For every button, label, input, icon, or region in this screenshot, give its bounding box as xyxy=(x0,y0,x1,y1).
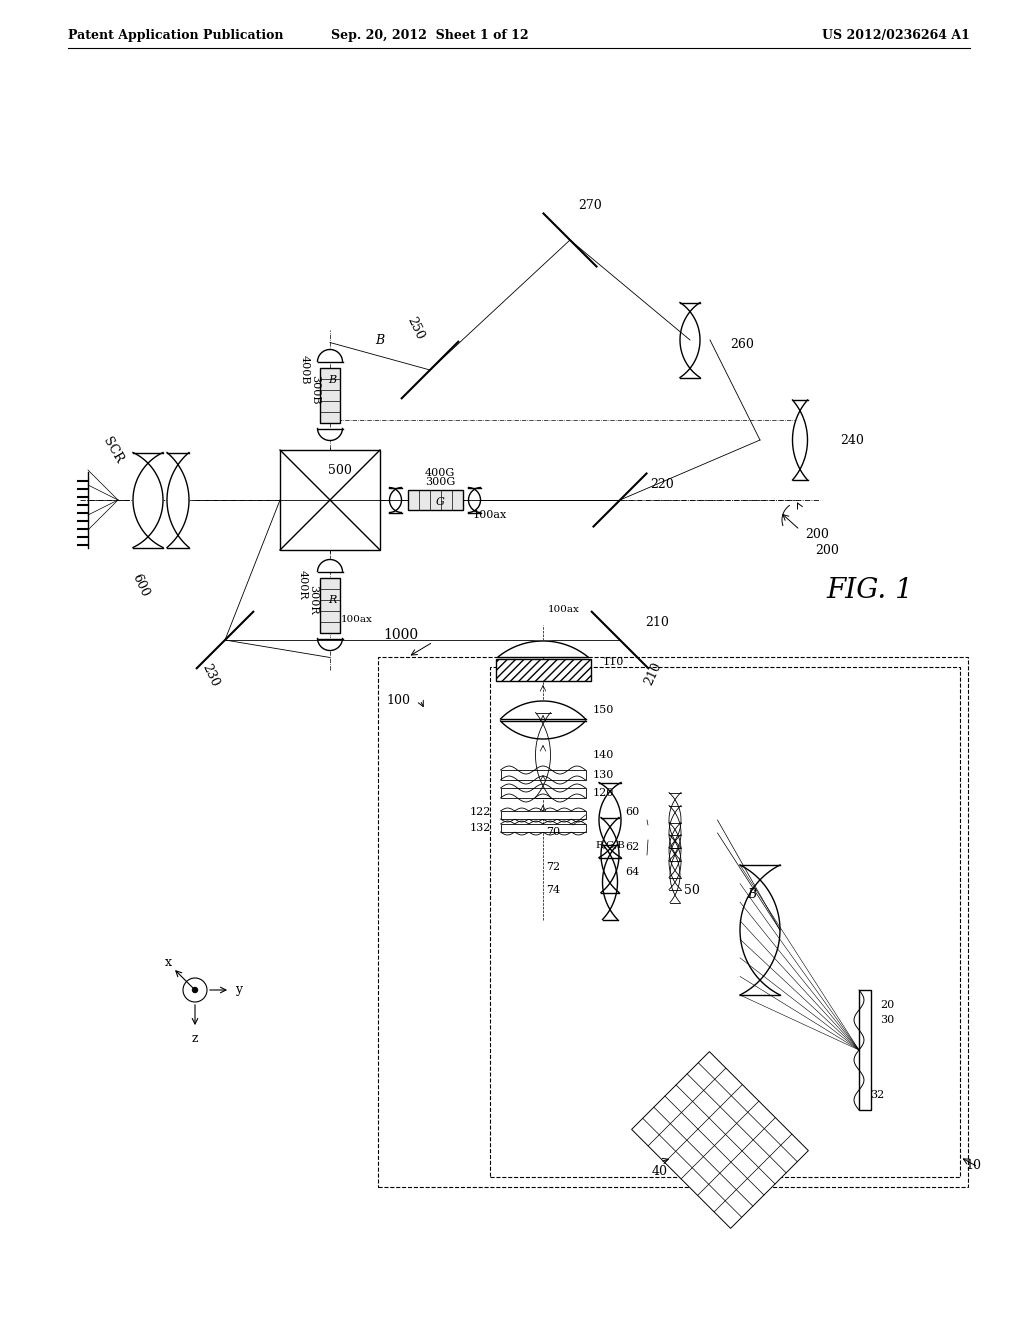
Text: 140: 140 xyxy=(593,750,614,760)
Bar xyxy=(501,770,586,780)
Polygon shape xyxy=(632,1052,808,1229)
Text: 100: 100 xyxy=(386,693,410,706)
Text: 200: 200 xyxy=(805,528,828,541)
Bar xyxy=(501,810,586,818)
Text: 122: 122 xyxy=(470,807,490,817)
Bar xyxy=(501,824,586,832)
Polygon shape xyxy=(501,701,586,719)
Bar xyxy=(319,578,340,632)
Text: 100ax: 100ax xyxy=(473,510,507,520)
Polygon shape xyxy=(669,792,681,847)
Text: 230: 230 xyxy=(199,663,221,689)
Text: B: B xyxy=(328,375,336,385)
Text: Patent Application Publication: Patent Application Publication xyxy=(68,29,284,41)
Polygon shape xyxy=(317,429,342,441)
Text: 20: 20 xyxy=(880,1001,894,1010)
Polygon shape xyxy=(317,639,342,651)
Bar xyxy=(378,657,968,1187)
Text: US 2012/0236264 A1: US 2012/0236264 A1 xyxy=(822,29,970,41)
Text: 50: 50 xyxy=(684,883,700,896)
Text: 260: 260 xyxy=(730,338,754,351)
Text: 132: 132 xyxy=(470,822,490,833)
Text: 30: 30 xyxy=(880,1015,894,1026)
Text: 270: 270 xyxy=(578,199,602,213)
Bar xyxy=(319,367,340,422)
Bar xyxy=(490,667,961,1177)
Polygon shape xyxy=(317,350,342,362)
Text: 300G: 300G xyxy=(425,477,455,487)
Polygon shape xyxy=(601,817,618,892)
Text: 40: 40 xyxy=(652,1166,668,1177)
Text: y: y xyxy=(236,983,243,997)
Text: 210: 210 xyxy=(642,660,664,688)
Polygon shape xyxy=(317,560,342,572)
Text: R: R xyxy=(328,595,336,605)
Text: 300B: 300B xyxy=(310,375,319,405)
Text: G: G xyxy=(435,498,444,507)
Polygon shape xyxy=(602,845,617,920)
Text: 74: 74 xyxy=(546,884,560,895)
Text: 32: 32 xyxy=(870,1090,885,1100)
Bar xyxy=(280,450,380,550)
Text: 250: 250 xyxy=(404,315,426,342)
Polygon shape xyxy=(389,487,401,512)
Text: 100ax: 100ax xyxy=(341,615,373,624)
Polygon shape xyxy=(133,453,163,548)
Text: 400G: 400G xyxy=(425,469,455,478)
Polygon shape xyxy=(680,302,700,378)
Text: 200: 200 xyxy=(815,544,839,557)
Text: 64: 64 xyxy=(626,867,640,876)
Text: FIG. 1: FIG. 1 xyxy=(826,577,913,603)
Text: 100ax: 100ax xyxy=(548,606,580,615)
Polygon shape xyxy=(167,453,189,548)
Text: 120: 120 xyxy=(593,788,614,799)
Text: 1000: 1000 xyxy=(383,628,418,642)
Polygon shape xyxy=(536,713,551,797)
Polygon shape xyxy=(670,847,680,903)
Text: 70: 70 xyxy=(546,828,560,837)
Text: 150: 150 xyxy=(593,705,614,715)
Text: B: B xyxy=(748,888,757,902)
Text: 10: 10 xyxy=(965,1159,981,1172)
Text: 110: 110 xyxy=(603,657,625,667)
Polygon shape xyxy=(740,865,780,995)
Text: z: z xyxy=(191,1031,199,1044)
Text: 60: 60 xyxy=(626,807,640,817)
Polygon shape xyxy=(669,805,681,861)
Text: 220: 220 xyxy=(650,479,674,491)
Circle shape xyxy=(193,987,198,993)
Polygon shape xyxy=(793,400,808,480)
Bar xyxy=(408,490,463,510)
Text: R,G,B: R,G,B xyxy=(595,841,625,850)
Bar xyxy=(496,659,591,681)
Polygon shape xyxy=(501,721,586,739)
Text: 400R: 400R xyxy=(298,570,308,599)
Text: 130: 130 xyxy=(593,770,614,780)
Text: SCR: SCR xyxy=(100,434,125,465)
Text: 72: 72 xyxy=(546,862,560,873)
Text: x: x xyxy=(165,957,171,969)
Text: 300R: 300R xyxy=(308,585,318,615)
Polygon shape xyxy=(599,783,621,858)
Polygon shape xyxy=(669,822,681,878)
Polygon shape xyxy=(469,487,480,512)
Bar xyxy=(859,990,871,1110)
Text: 600: 600 xyxy=(129,572,151,599)
Text: 240: 240 xyxy=(840,433,864,446)
Text: 400B: 400B xyxy=(300,355,310,384)
Bar xyxy=(501,788,586,799)
Polygon shape xyxy=(498,642,588,657)
Text: 500: 500 xyxy=(328,463,352,477)
Text: 210: 210 xyxy=(645,615,669,628)
Text: B: B xyxy=(376,334,385,346)
Text: Sep. 20, 2012  Sheet 1 of 12: Sep. 20, 2012 Sheet 1 of 12 xyxy=(331,29,528,41)
Text: 62: 62 xyxy=(626,842,640,851)
Polygon shape xyxy=(669,834,681,890)
